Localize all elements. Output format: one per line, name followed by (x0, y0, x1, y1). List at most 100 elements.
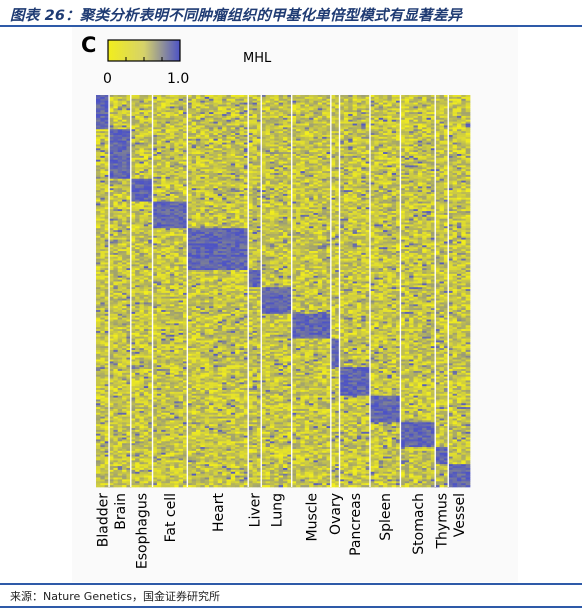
heatmap-cell (383, 140, 388, 143)
heatmap-cell (169, 98, 175, 102)
heatmap-cell (391, 110, 397, 113)
heatmap-cell (391, 123, 397, 126)
heatmap-cell (209, 104, 214, 107)
heatmap-cell (452, 123, 458, 126)
heatmap-cell (343, 136, 349, 140)
heatmap-cell (100, 129, 106, 132)
heatmap-cell (343, 121, 349, 124)
heatmap-cell (300, 98, 306, 102)
heatmap-cell (317, 133, 323, 136)
heatmap-cell (261, 98, 266, 102)
heatmap-cell (430, 127, 436, 130)
heatmap-cell (156, 95, 162, 98)
heatmap-cell (100, 138, 106, 142)
heatmap-cell (174, 155, 179, 159)
heatmap-cell (156, 150, 162, 153)
heatmap-cell (274, 140, 279, 143)
heatmap-cell (400, 146, 406, 149)
heatmap-cell (222, 127, 227, 130)
heatmap-cell (278, 133, 284, 136)
heatmap-cell (417, 123, 423, 126)
heatmap-cell (243, 112, 249, 115)
heatmap-cell (239, 96, 245, 100)
heatmap-cell (452, 114, 458, 117)
heatmap-cell (465, 131, 471, 134)
heatmap-cell (135, 155, 140, 159)
heatmap-cell (348, 133, 353, 136)
heatmap-cell (256, 110, 262, 113)
heatmap-cell (413, 95, 419, 98)
heatmap-cell (413, 153, 419, 157)
heatmap-cell (287, 106, 293, 109)
heatmap-cell (456, 117, 462, 121)
heatmap-cell (174, 153, 179, 157)
heatmap-cell (304, 150, 310, 153)
heatmap-cell (439, 110, 445, 113)
heatmap-cell (352, 121, 358, 124)
heatmap-cell (117, 129, 123, 132)
heatmap-cell (278, 155, 284, 159)
heatmap-cell (313, 110, 319, 113)
heatmap-cell (287, 157, 293, 161)
heatmap-cell (239, 136, 245, 140)
heatmap-cell (365, 161, 371, 164)
heatmap-cell (352, 131, 358, 134)
heatmap-cell (113, 142, 119, 145)
heatmap-cell (287, 155, 293, 159)
heatmap-cell (156, 104, 162, 107)
heatmap-cell (113, 136, 119, 140)
heatmap-cell (135, 100, 140, 103)
heatmap-cell (269, 110, 275, 113)
heatmap-cell (409, 106, 414, 109)
heatmap-cell (322, 95, 327, 98)
heatmap-cell (191, 110, 197, 113)
heatmap-cell (378, 159, 384, 162)
heatmap-cell (252, 153, 258, 157)
heatmap-cell (178, 127, 184, 130)
heatmap-cell (422, 102, 427, 105)
heatmap-cell (100, 161, 106, 164)
heatmap-cell (161, 159, 166, 162)
heatmap-cell (365, 153, 371, 157)
heatmap-cell (96, 121, 101, 124)
heatmap-cell (235, 125, 240, 128)
heatmap-cell (256, 148, 262, 151)
heatmap-cell (361, 123, 366, 126)
heatmap-cell (335, 131, 340, 134)
heatmap-cell (326, 146, 332, 149)
heatmap-cell (409, 129, 414, 132)
heatmap-cell (409, 115, 414, 119)
heatmap-cell (243, 131, 249, 134)
heatmap-cell (452, 96, 458, 100)
heatmap-cell (378, 115, 384, 119)
heatmap-cell (274, 136, 279, 140)
heatmap-cell (461, 127, 466, 130)
heatmap-cell (200, 152, 206, 155)
heatmap-cell (322, 98, 327, 102)
heatmap-cell (365, 152, 371, 155)
heatmap-cell (352, 127, 358, 130)
heatmap-cell (422, 129, 427, 132)
heatmap-cell (283, 125, 288, 128)
heatmap-cell (361, 152, 366, 155)
heatmap-cell (465, 108, 471, 111)
heatmap-cell (409, 102, 414, 105)
heatmap-cell (252, 96, 258, 100)
heatmap-cell (296, 112, 301, 115)
heatmap-cell (265, 115, 271, 119)
heatmap-cell (461, 155, 466, 159)
heatmap-cell (339, 114, 345, 117)
heatmap-cell (461, 100, 466, 103)
heatmap-cell (213, 114, 219, 117)
heatmap-cell (409, 95, 414, 98)
heatmap-cell (296, 96, 301, 100)
heatmap-cell (283, 114, 288, 117)
heatmap-cell (117, 153, 123, 157)
heatmap-cell (378, 117, 384, 121)
heatmap-cell (156, 142, 162, 145)
heatmap-cell (109, 131, 114, 134)
heatmap-cell (343, 138, 349, 142)
heatmap-cell (313, 102, 319, 105)
heatmap-cell (300, 104, 306, 107)
heatmap-cell (204, 100, 210, 103)
